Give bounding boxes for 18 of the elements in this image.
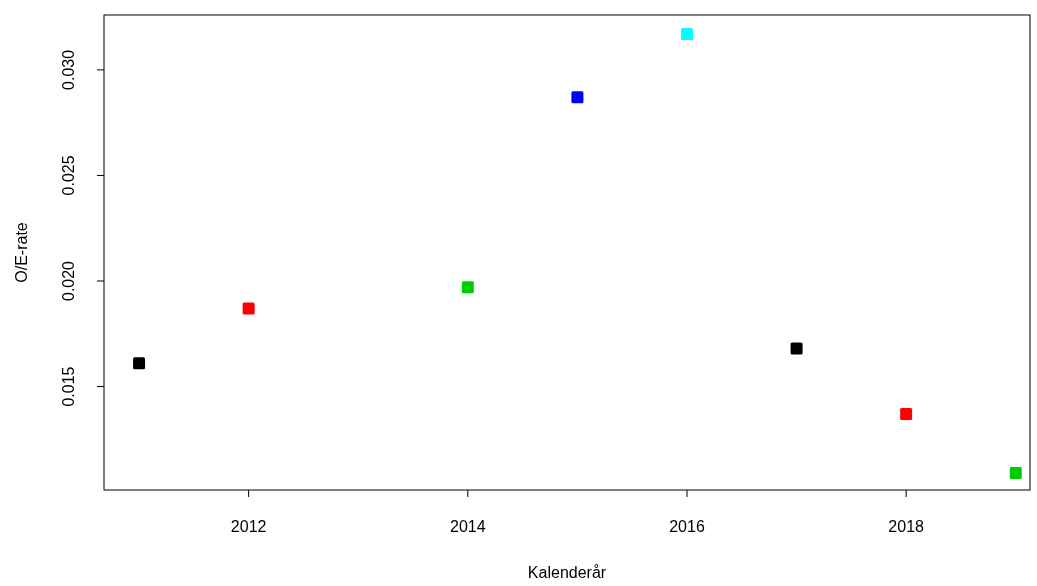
point <box>681 28 693 40</box>
point <box>900 408 913 420</box>
y-tick-label: 0.025 <box>60 155 77 196</box>
point <box>790 342 803 355</box>
point <box>1009 467 1022 480</box>
point <box>133 357 146 370</box>
point <box>242 302 255 315</box>
y-tick-label: 0.030 <box>60 49 77 90</box>
x-tick-label: 2018 <box>888 518 925 535</box>
point <box>461 281 474 294</box>
x-axis-title: Kalenderår <box>527 564 607 581</box>
x-tick-label: 2012 <box>230 518 267 535</box>
y-tick-label: 0.015 <box>60 366 77 407</box>
x-tick-label: 2016 <box>669 518 705 535</box>
y-axis-title: O/E-rate <box>13 222 30 283</box>
y-tick-label: 0.020 <box>60 260 77 302</box>
point <box>571 91 584 104</box>
x-tick-label: 2014 <box>450 518 486 535</box>
